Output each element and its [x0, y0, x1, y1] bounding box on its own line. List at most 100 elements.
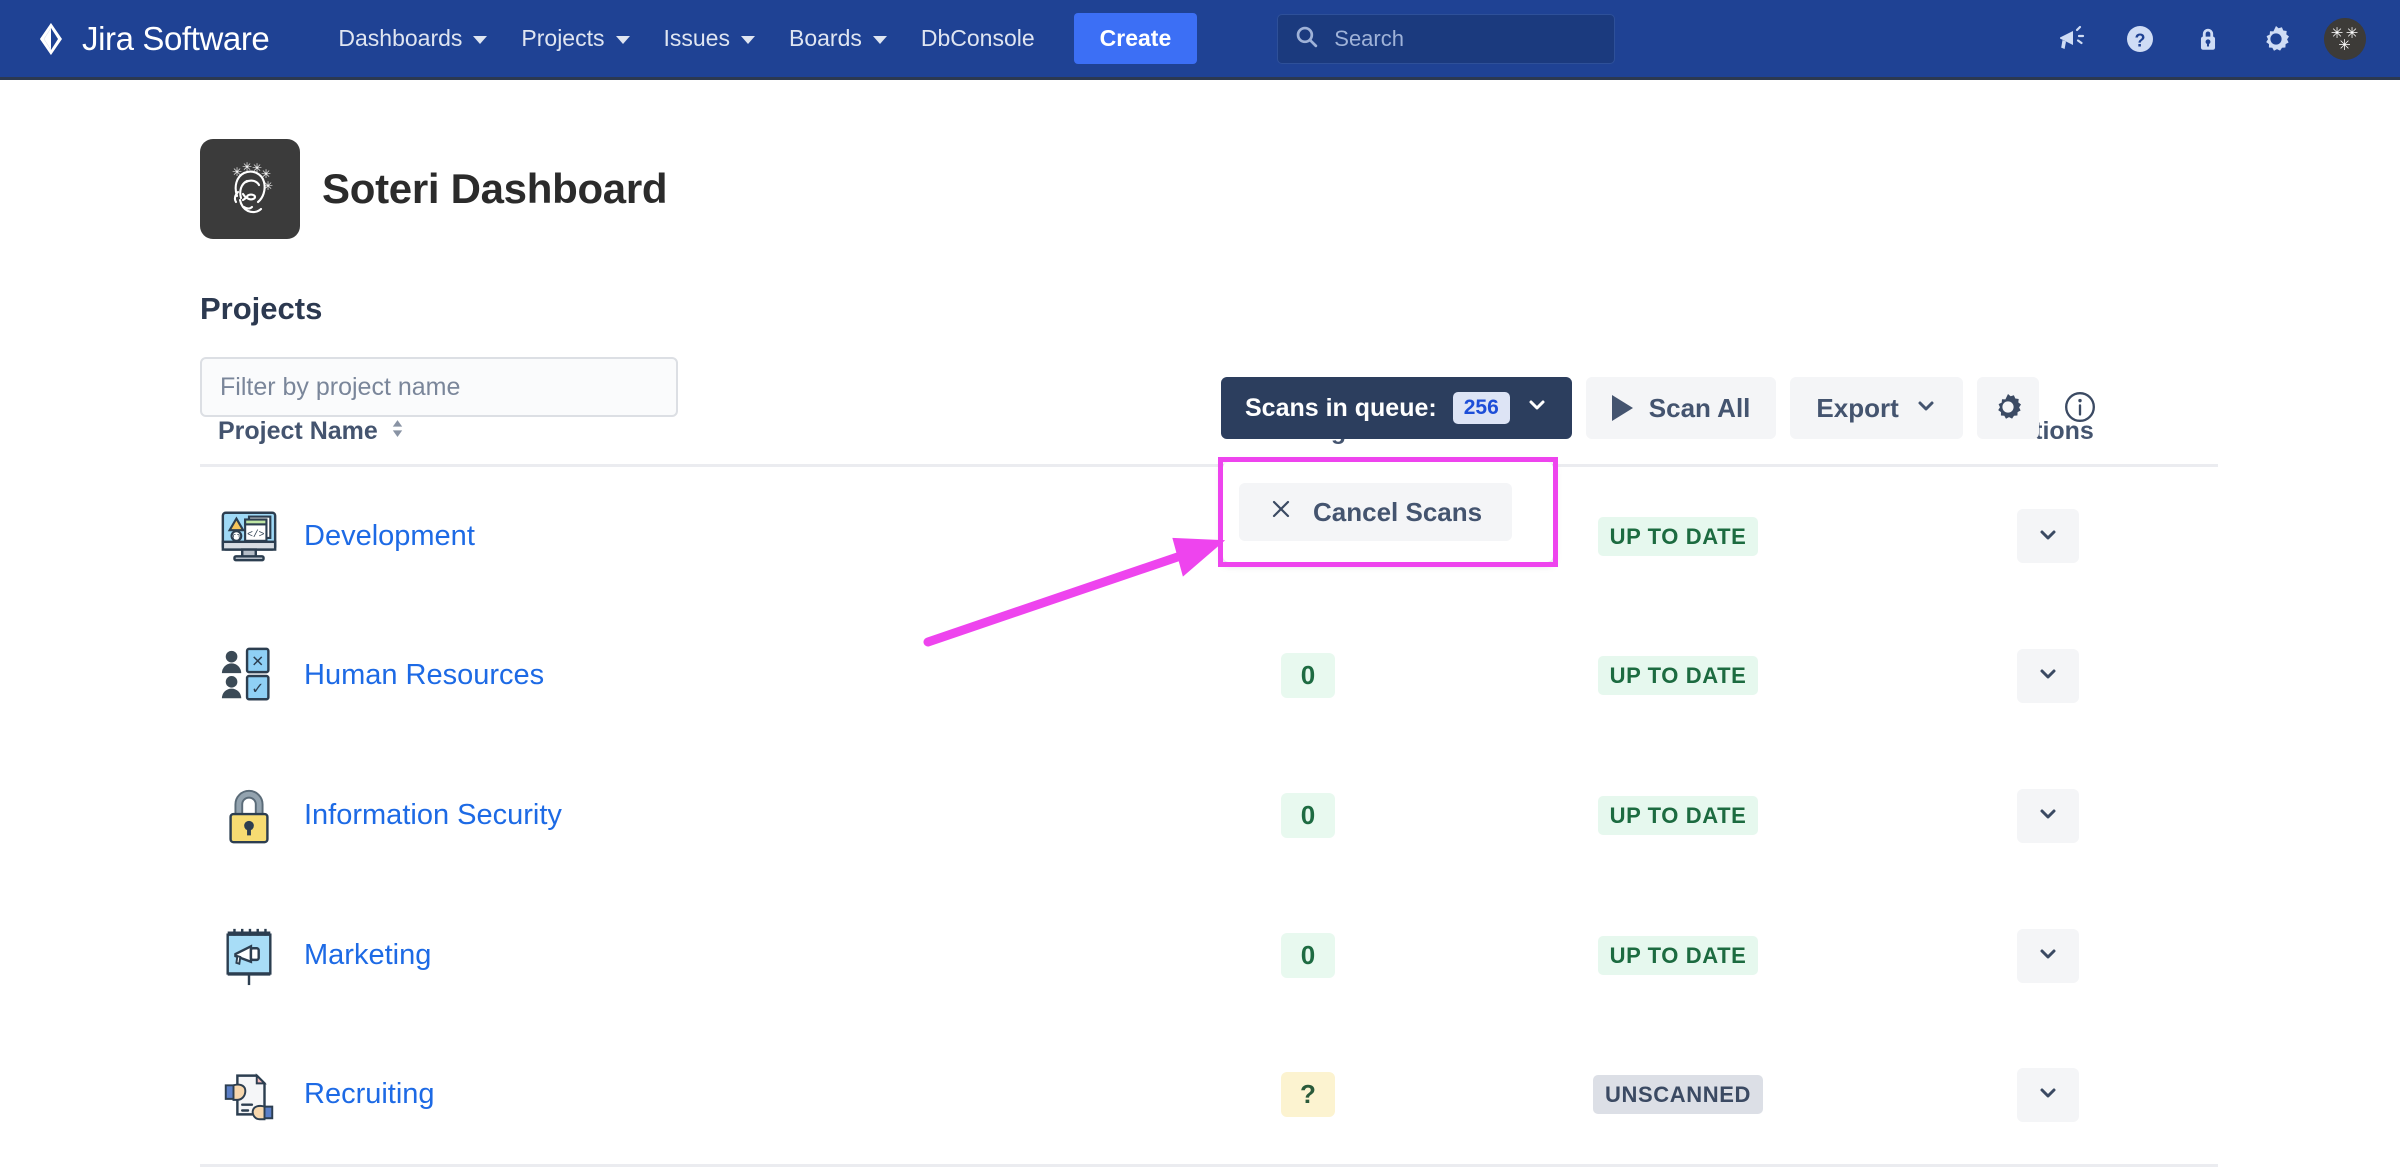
- svg-text:✳: ✳: [263, 179, 273, 193]
- findings-cell: 0: [1138, 746, 1478, 886]
- findings-cell: ?: [1138, 1025, 1478, 1167]
- svg-text:</>: </>: [247, 529, 265, 540]
- column-header-project-name[interactable]: Project Name: [200, 417, 1138, 467]
- nav-item-projects-label: Projects: [521, 25, 605, 51]
- project-link[interactable]: Information Security: [304, 799, 562, 831]
- svg-text:✳: ✳: [2346, 25, 2359, 42]
- dashboard-toolbar: Scans in queue: 256 Scan All Export: [1221, 377, 2107, 439]
- row-actions-button[interactable]: [2017, 928, 2079, 983]
- info-circle-icon: [2063, 390, 2097, 427]
- chevron-down-icon: [2037, 524, 2059, 549]
- cancel-scans-highlight-box: [1218, 457, 1558, 567]
- create-button-label: Create: [1099, 25, 1172, 51]
- actions-cell: [1878, 466, 2218, 606]
- svg-text:?: ?: [2135, 30, 2146, 50]
- help-question-icon[interactable]: ?: [2120, 19, 2160, 59]
- create-button[interactable]: Create: [1073, 13, 1198, 64]
- chevron-down-icon: [1526, 394, 1548, 423]
- svg-text:✳: ✳: [252, 161, 262, 175]
- actions-cell: [1878, 746, 2218, 886]
- sort-updown-icon[interactable]: [390, 417, 405, 446]
- row-actions-button[interactable]: [2017, 788, 2079, 843]
- scan-status-cell: UNSCANNED: [1478, 1025, 1878, 1167]
- scan-status-cell: UP TO DATE: [1478, 746, 1878, 886]
- global-search-container[interactable]: [1277, 13, 1616, 64]
- project-name-cell: </> {} Development: [200, 466, 1138, 606]
- nav-item-issues[interactable]: Issues: [647, 15, 772, 62]
- settings-gear-icon[interactable]: [2256, 19, 2296, 59]
- megaphone-billboard-icon: [218, 925, 280, 987]
- chevron-down-icon: [872, 36, 887, 44]
- nav-item-dbconsole-label: DbConsole: [920, 25, 1035, 51]
- announcement-megaphone-icon[interactable]: [2052, 19, 2092, 59]
- findings-cell: 0: [1138, 886, 1478, 1026]
- scan-all-label: Scan All: [1648, 392, 1751, 423]
- scans-queue-dropdown-menu: Cancel Scans: [1223, 462, 1553, 562]
- info-button[interactable]: [2053, 381, 2107, 435]
- status-badge: UNSCANNED: [1593, 1075, 1763, 1115]
- projects-section-heading: Projects: [200, 291, 323, 326]
- search-input[interactable]: [1332, 24, 1599, 53]
- project-filter-input[interactable]: [200, 357, 678, 417]
- table-row: Information Security 0 UP TO DATE: [200, 746, 2218, 886]
- project-name-cell: Information Security: [200, 746, 1138, 886]
- project-link[interactable]: Recruiting: [304, 1078, 435, 1111]
- actions-cell: [1878, 1025, 2218, 1167]
- nav-item-issues-label: Issues: [663, 25, 730, 51]
- row-actions-button[interactable]: [2017, 509, 2079, 564]
- gear-icon: [1992, 391, 2024, 426]
- chevron-down-icon: [473, 36, 488, 44]
- table-row: Marketing 0 UP TO DATE: [200, 886, 2218, 1026]
- chevron-down-icon: [2037, 1082, 2059, 1107]
- svg-text:{}: {}: [231, 533, 241, 543]
- status-badge: UP TO DATE: [1597, 935, 1759, 976]
- cancel-scans-label: Cancel Scans: [1313, 496, 1483, 527]
- nav-item-dbconsole[interactable]: DbConsole: [904, 15, 1052, 62]
- projects-table-body: </> {} Development 7 UP TO DATE: [200, 466, 2218, 1167]
- jira-brand-home-link[interactable]: Jira Software: [34, 20, 270, 58]
- lock-admin-icon[interactable]: [2188, 19, 2228, 59]
- findings-badge: ?: [1281, 1072, 1335, 1118]
- nav-item-projects[interactable]: Projects: [504, 15, 646, 62]
- status-badge: UP TO DATE: [1597, 795, 1759, 836]
- status-badge: UP TO DATE: [1597, 516, 1759, 556]
- jira-diamond-logo-icon: [34, 22, 68, 56]
- findings-badge: 0: [1281, 793, 1335, 838]
- chevron-down-icon: [740, 36, 755, 44]
- cancel-scans-menu-item[interactable]: Cancel Scans: [1239, 483, 1513, 541]
- svg-text:✳: ✳: [232, 165, 242, 179]
- project-name-cell: Recruiting: [200, 1025, 1138, 1167]
- monitor-code-icon: </> {}: [218, 505, 280, 567]
- page-content: ✳ ✳ ✳ ✳ ✳ Soteri Dashboard Projects Scan…: [0, 80, 2400, 1167]
- row-actions-button[interactable]: [2017, 648, 2079, 703]
- row-actions-button[interactable]: [2017, 1067, 2079, 1122]
- export-label: Export: [1816, 392, 1899, 423]
- nav-item-dashboards[interactable]: Dashboards: [321, 15, 504, 62]
- user-avatar-medusa-icon[interactable]: ✳ ✳ ✳: [2324, 17, 2366, 60]
- padlock-icon: [218, 785, 280, 847]
- table-row: </> {} Development 7 UP TO DATE: [200, 466, 2218, 606]
- actions-cell: [1878, 886, 2218, 1026]
- dashboard-settings-button[interactable]: [1976, 377, 2039, 439]
- actions-cell: [1878, 606, 2218, 746]
- scans-in-queue-count-badge: 256: [1452, 391, 1510, 425]
- nav-item-boards[interactable]: Boards: [772, 15, 904, 62]
- chevron-down-icon: [1915, 393, 1937, 424]
- close-x-icon: [1269, 497, 1293, 528]
- findings-badge: 0: [1281, 933, 1335, 978]
- project-link[interactable]: Development: [304, 519, 475, 552]
- soteri-medusa-logo-icon: ✳ ✳ ✳ ✳ ✳: [200, 139, 300, 239]
- top-navigation-bar: Jira Software Dashboards Projects Issues…: [0, 0, 2400, 80]
- export-button[interactable]: Export: [1790, 377, 1963, 439]
- people-checklist-icon: ✕ ✓: [218, 645, 280, 707]
- scans-in-queue-label: Scans in queue:: [1245, 393, 1437, 422]
- page-title: Soteri Dashboard: [322, 165, 668, 212]
- hand-resume-icon: [218, 1064, 280, 1126]
- project-name-cell: Marketing: [200, 886, 1138, 1026]
- scans-in-queue-button[interactable]: Scans in queue: 256: [1221, 377, 1572, 439]
- play-icon: [1611, 395, 1633, 421]
- scan-all-button[interactable]: Scan All: [1585, 377, 1777, 439]
- findings-badge: 0: [1281, 653, 1335, 698]
- project-link[interactable]: Human Resources: [304, 659, 545, 691]
- project-link[interactable]: Marketing: [304, 939, 432, 971]
